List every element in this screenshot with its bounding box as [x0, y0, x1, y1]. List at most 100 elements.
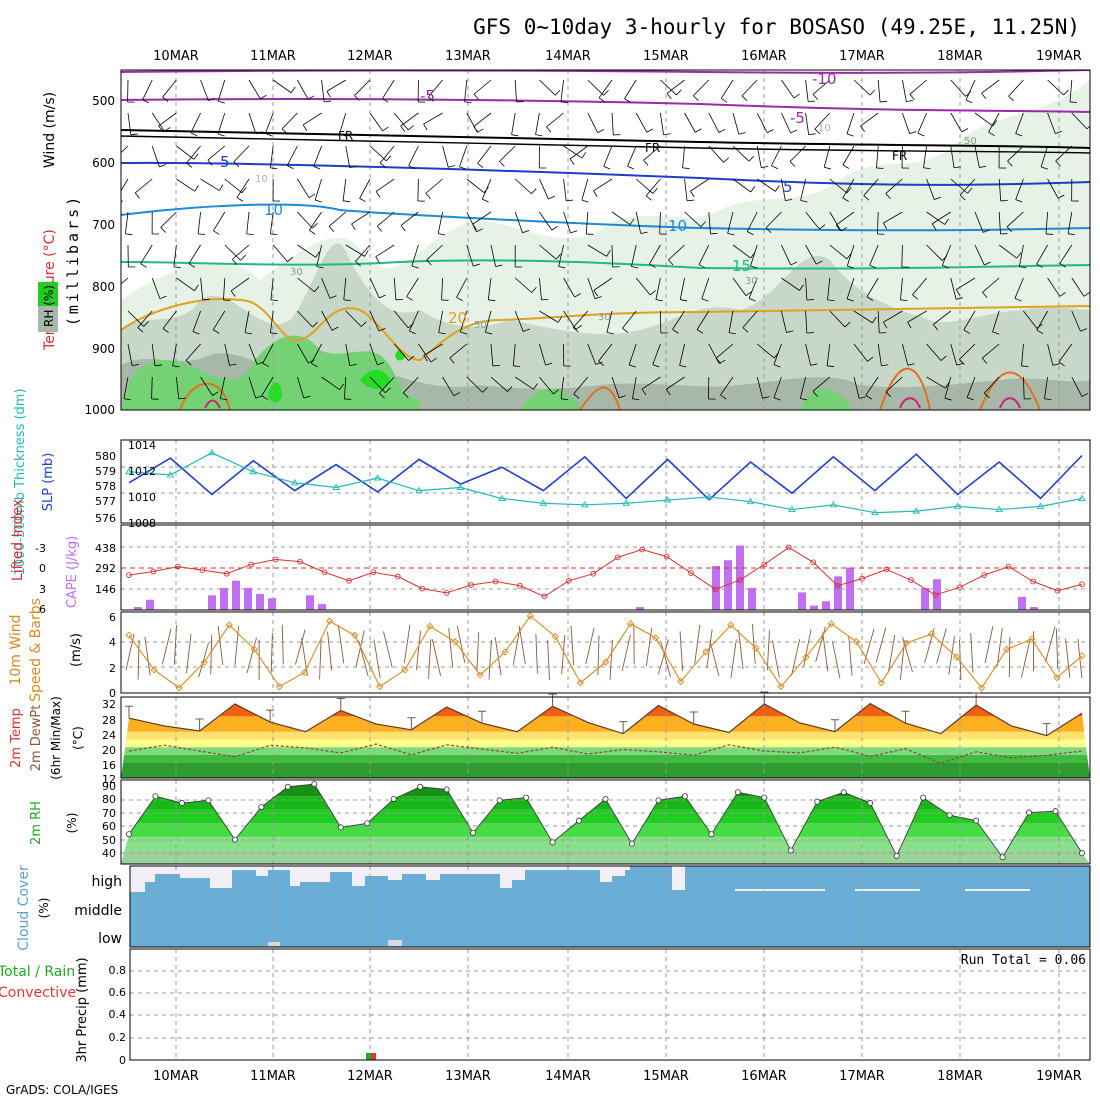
wind-barb-flag: [473, 263, 480, 267]
wind-barb-flag: [945, 381, 950, 389]
wind10-barb: [803, 629, 812, 667]
wind-barb: [732, 145, 750, 162]
wind-barb-flag: [192, 331, 200, 335]
wind-barb-flag: [172, 365, 180, 368]
wind-barb: [659, 211, 661, 235]
wind-barb-flag: [1083, 292, 1090, 297]
wind-speed-marker: [626, 620, 635, 628]
wind-barb: [812, 79, 831, 95]
wind-barb: [369, 277, 380, 299]
rh-marker: [205, 797, 212, 804]
wind-barb: [466, 244, 474, 267]
wind-barb: [423, 343, 443, 356]
wind-barb-flag: [624, 98, 631, 103]
wind10-barb: [1055, 628, 1059, 669]
wind-barb: [907, 310, 927, 323]
wind-barb: [343, 376, 347, 399]
wind-barb: [732, 277, 747, 296]
wind-barb-flag: [959, 194, 966, 201]
wind-barb-flag: [773, 397, 781, 401]
wind-barb-flag: [967, 397, 974, 401]
rh-marker: [708, 831, 715, 838]
wind10-barb: [791, 639, 801, 676]
wind-barb-flag: [354, 95, 360, 101]
wind-barb-flag: [546, 126, 552, 133]
wind-barb: [137, 310, 153, 328]
wind-barb-flag: [378, 327, 386, 332]
rh-marker: [787, 847, 794, 854]
cloud-low-gap: [268, 942, 280, 946]
wind-barb: [539, 310, 559, 323]
li-marker: [517, 582, 523, 589]
rh-band: [121, 836, 1090, 851]
temp-maxmin-bar: [1042, 723, 1051, 736]
wind-barb: [402, 376, 419, 394]
wind-barb-flag: [1052, 363, 1060, 366]
wind-barb-flag: [240, 254, 246, 261]
wind-barb-flag: [492, 364, 500, 367]
wind-barb-flag: [477, 128, 484, 133]
y-tick: 500: [92, 94, 115, 108]
wind10-barb: [415, 630, 421, 670]
wind-barb-flag: [790, 129, 798, 134]
wind-barb: [236, 178, 250, 198]
wind-barb: [297, 277, 315, 293]
wind-barb-flag: [185, 360, 192, 366]
wind-speed-marker: [150, 666, 158, 674]
temp-maxmin-bar: [619, 721, 628, 734]
wind-barb: [539, 244, 557, 260]
wind10-barb: [645, 627, 653, 667]
wind-barb-flag: [598, 97, 605, 103]
cloud-level-low: low: [98, 931, 122, 947]
thick-tick: 576: [95, 512, 116, 525]
wind-barb-flag: [217, 133, 225, 137]
li-marker: [492, 578, 499, 585]
contour-label: 30: [745, 276, 758, 287]
wind-barb-flag: [909, 131, 917, 135]
wind-barb: [853, 376, 860, 399]
wind-barb-flag: [207, 159, 213, 166]
wind-barb-flag: [329, 295, 337, 299]
wind-barb: [587, 79, 604, 96]
date-label: 15MAR: [643, 49, 689, 64]
wind-barb: [926, 343, 942, 361]
cloud-label: Cloud Cover: [16, 865, 32, 951]
temp-tick: 32: [102, 698, 116, 711]
wind-barb-flag: [121, 199, 123, 202]
rh-marker: [311, 781, 318, 788]
cloud-clear: [256, 866, 268, 876]
rh-tick: 60: [102, 820, 116, 833]
wind-barb: [701, 277, 710, 299]
wind10-barb: [383, 631, 393, 668]
slp-thick-label: 1000-500mb Thickness (dm): [13, 388, 28, 575]
wind-barb-flag: [575, 325, 582, 330]
wind-barb: [172, 343, 177, 366]
wind-barb: [477, 145, 492, 164]
thickness-marker: [125, 467, 133, 475]
wind-barb: [814, 112, 831, 130]
wind-barb: [950, 79, 966, 97]
wind-barb-flag: [553, 389, 560, 395]
wind-barb: [246, 211, 250, 234]
wind-barb: [982, 277, 1000, 293]
wind10-barb: [535, 633, 538, 674]
wind-barb-flag: [606, 332, 614, 335]
wind-barb: [598, 79, 613, 99]
date-label: 17MAR: [839, 49, 885, 64]
wind-barb: [197, 211, 201, 234]
wind-barb-flag: [438, 233, 446, 236]
wind10-barb: [1045, 626, 1056, 662]
precip-frame: [129, 948, 1091, 1061]
wind-barb: [732, 178, 751, 193]
wind-barb: [926, 178, 935, 200]
wind-barb-flag: [961, 128, 969, 133]
wind-barb-flag: [349, 166, 357, 169]
temp-maxmin-bar: [125, 705, 133, 719]
wind-barb: [200, 178, 220, 191]
wind-barb-flag: [618, 395, 626, 399]
cape-bar: [256, 593, 264, 610]
wind-barb-flag: [212, 391, 219, 396]
wind-barb: [846, 277, 855, 300]
wind-barb: [248, 343, 258, 365]
wind10-barb: [660, 641, 671, 678]
